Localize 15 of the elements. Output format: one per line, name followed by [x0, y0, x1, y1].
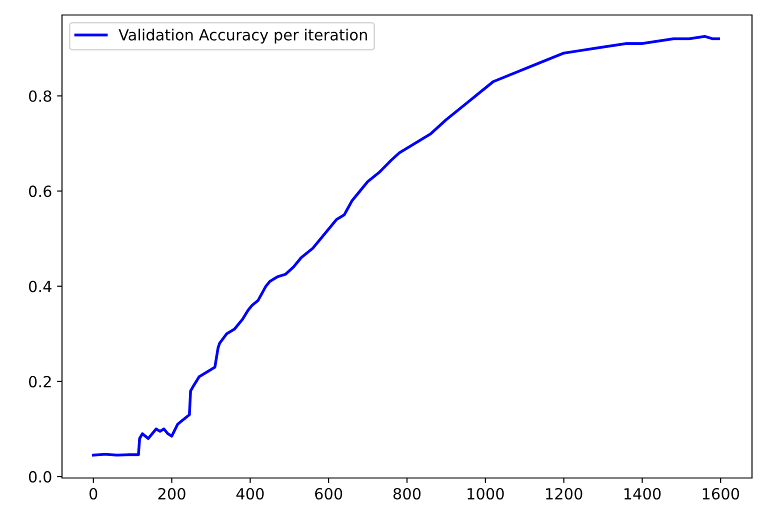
y-tick-label: 0.4 [28, 280, 52, 292]
y-tick-label: 0.8 [28, 90, 52, 102]
x-tick-label: 200 [158, 488, 186, 500]
x-tick-label: 800 [393, 488, 421, 500]
x-tick-label: 1200 [546, 488, 582, 500]
y-tick-label: 0.6 [28, 186, 52, 198]
legend-label: Validation Accuracy per iteration [118, 28, 367, 44]
x-tick-label: 1600 [702, 488, 740, 500]
x-tick-label: 1000 [468, 488, 504, 500]
x-tick-label: 600 [315, 488, 342, 500]
x-tick-label: 1400 [624, 488, 661, 500]
y-tick-label: 0.2 [28, 376, 51, 388]
y-tick-label: 0.0 [28, 471, 52, 483]
x-tick-label: 0 [90, 488, 98, 500]
x-tick-label: 400 [236, 488, 264, 500]
